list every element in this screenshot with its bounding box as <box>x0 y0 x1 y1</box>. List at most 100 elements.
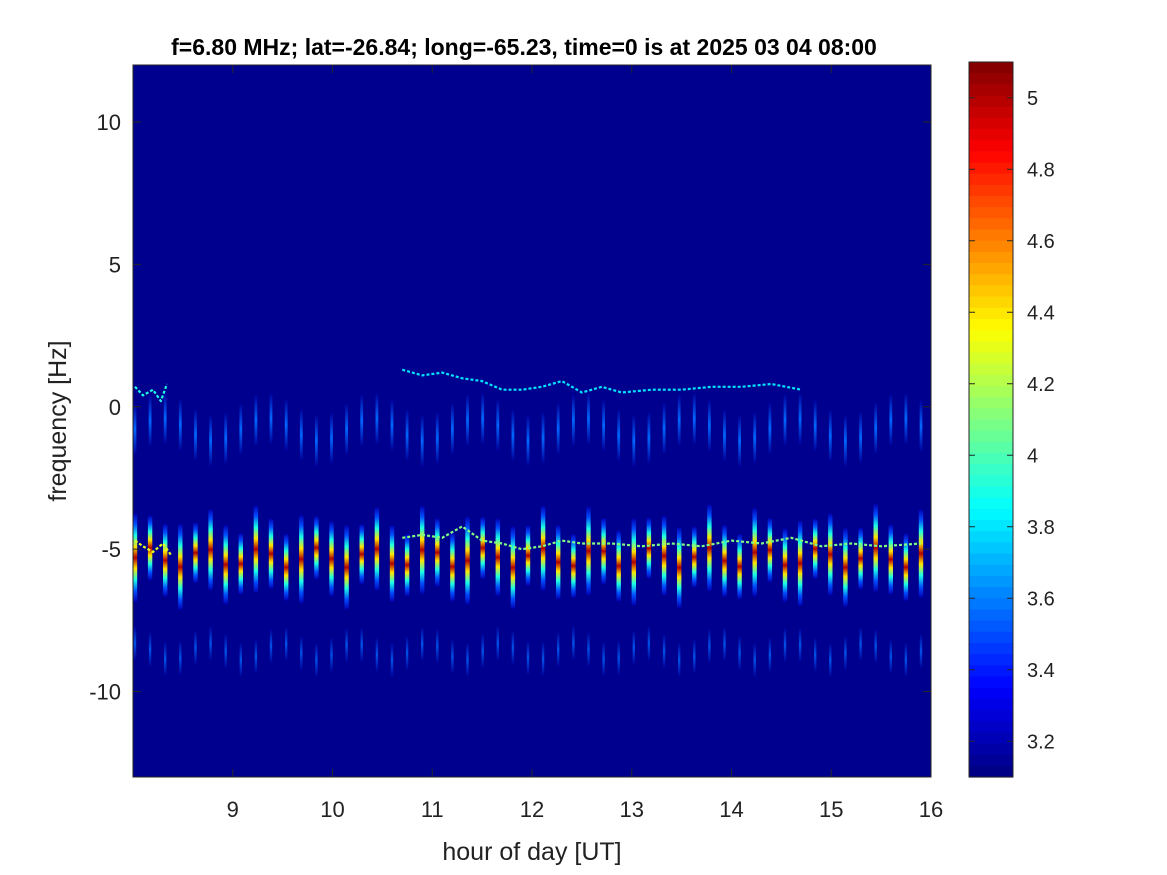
x-tick-label: 12 <box>520 797 544 822</box>
x-tick-label: 9 <box>227 797 239 822</box>
chart-title: f=6.80 MHz; lat=-26.84; long=-65.23, tim… <box>171 34 877 60</box>
colorbar-step <box>969 486 1013 499</box>
streak-mark <box>163 524 168 597</box>
x-tick-label: 15 <box>819 797 843 822</box>
lower-echo-mark <box>375 637 379 672</box>
streak-mark <box>540 506 546 591</box>
streak-mark <box>404 534 410 596</box>
colorbar-step <box>969 698 1013 711</box>
x-axis-label: hour of day [UT] <box>442 838 621 866</box>
colorbar-step <box>969 743 1013 756</box>
lower-echo-mark <box>436 629 439 664</box>
upper-echo-mark <box>617 409 621 461</box>
streak-mark <box>525 525 531 586</box>
colorbar-step <box>969 318 1013 331</box>
upper-echo-mark <box>526 415 530 467</box>
streak-mark <box>828 513 833 596</box>
upper-echo-mark <box>541 412 545 464</box>
streak-mark <box>299 515 304 604</box>
colorbar-step <box>969 631 1013 644</box>
streak-mark <box>631 518 636 606</box>
colorbar-step <box>969 363 1013 376</box>
colorbar-step <box>969 95 1013 108</box>
lower-echo-mark <box>768 637 772 672</box>
streak-mark <box>314 516 319 580</box>
streak-mark <box>268 518 274 589</box>
upper-echo-mark <box>148 395 152 447</box>
colorbar-step <box>969 117 1013 130</box>
colorbar-step <box>969 129 1013 141</box>
lower-echo-mark <box>194 630 197 665</box>
upper-echo-mark <box>556 403 560 455</box>
colorbar-step <box>969 542 1013 555</box>
upper-echo-mark <box>239 403 243 455</box>
streak-mark <box>888 524 893 595</box>
lower-echo-mark <box>753 643 756 678</box>
lower-echo-mark <box>345 627 348 662</box>
lower-echo-mark <box>632 630 635 665</box>
streak-mark <box>193 522 198 583</box>
colorbar-step <box>969 531 1013 543</box>
upper-echo-mark <box>496 399 500 451</box>
colorbar-tick-label: 4.8 <box>1027 159 1055 181</box>
colorbar-step <box>969 553 1013 566</box>
lower-echo-mark <box>209 626 212 661</box>
upper-echo-mark <box>405 409 409 461</box>
lower-echo-mark <box>587 632 590 667</box>
y-tick-label: 10 <box>97 110 121 135</box>
upper-echo-mark <box>753 412 757 464</box>
upper-echo-mark <box>420 415 424 467</box>
colorbar-frame <box>968 61 1014 778</box>
colorbar-step <box>969 419 1013 432</box>
colorbar-step <box>969 106 1013 119</box>
plot-area <box>133 65 931 777</box>
streak-mark <box>873 504 878 592</box>
colorbar-step <box>969 184 1013 197</box>
trace-line-3 <box>402 525 922 551</box>
upper-echo-mark <box>677 394 681 446</box>
upper-echo-mark <box>133 403 137 456</box>
upper-echo-mark <box>435 412 439 464</box>
upper-echo-mark <box>209 415 212 467</box>
upper-echo-mark <box>768 402 772 455</box>
upper-echo-mark <box>783 394 787 446</box>
upper-echo-mark <box>224 412 228 464</box>
upper-echo-mark <box>723 409 726 462</box>
lower-echo-mark <box>269 629 273 664</box>
y-axis: 10 5 0 -5 -10 <box>89 110 931 705</box>
upper-echo-mark <box>798 393 802 445</box>
upper-echo-mark <box>632 415 636 467</box>
streak-mark <box>420 506 425 594</box>
y-tick-label: -10 <box>89 680 121 705</box>
lower-echo-mark <box>662 634 666 669</box>
colorbar-step <box>969 709 1013 722</box>
lower-echo-mark <box>179 640 182 675</box>
streak-mark <box>208 509 213 591</box>
trace-line-0 <box>134 383 168 403</box>
colorbar-tick-label: 3.4 <box>1027 660 1055 682</box>
lower-echo-mark <box>148 632 152 667</box>
lower-echo-mark <box>557 632 560 667</box>
lower-echo-mark <box>798 627 802 662</box>
streak-mark <box>767 518 773 583</box>
x-tick-label: 10 <box>320 797 344 822</box>
lower-echo-mark <box>647 626 651 661</box>
upper-echo-mark <box>299 409 303 461</box>
colorbar-step <box>969 385 1013 398</box>
streak-mark <box>737 534 742 600</box>
colorbar-step <box>969 162 1013 175</box>
trace-line-2 <box>401 368 802 394</box>
streak-mark <box>147 515 153 581</box>
lower-echo-mark <box>133 626 137 661</box>
upper-echo-mark <box>692 393 696 445</box>
streak-mark <box>510 526 516 609</box>
upper-echo-mark <box>254 394 258 447</box>
colorbar-step <box>969 676 1013 689</box>
colorbar-step <box>969 441 1013 454</box>
lower-echo-mark <box>405 636 409 671</box>
colorbar-step <box>969 140 1013 152</box>
lower-echo-mark <box>421 626 424 661</box>
x-axis: 9 10 11 12 13 14 15 16 <box>227 65 943 822</box>
colorbar-step <box>969 520 1013 532</box>
